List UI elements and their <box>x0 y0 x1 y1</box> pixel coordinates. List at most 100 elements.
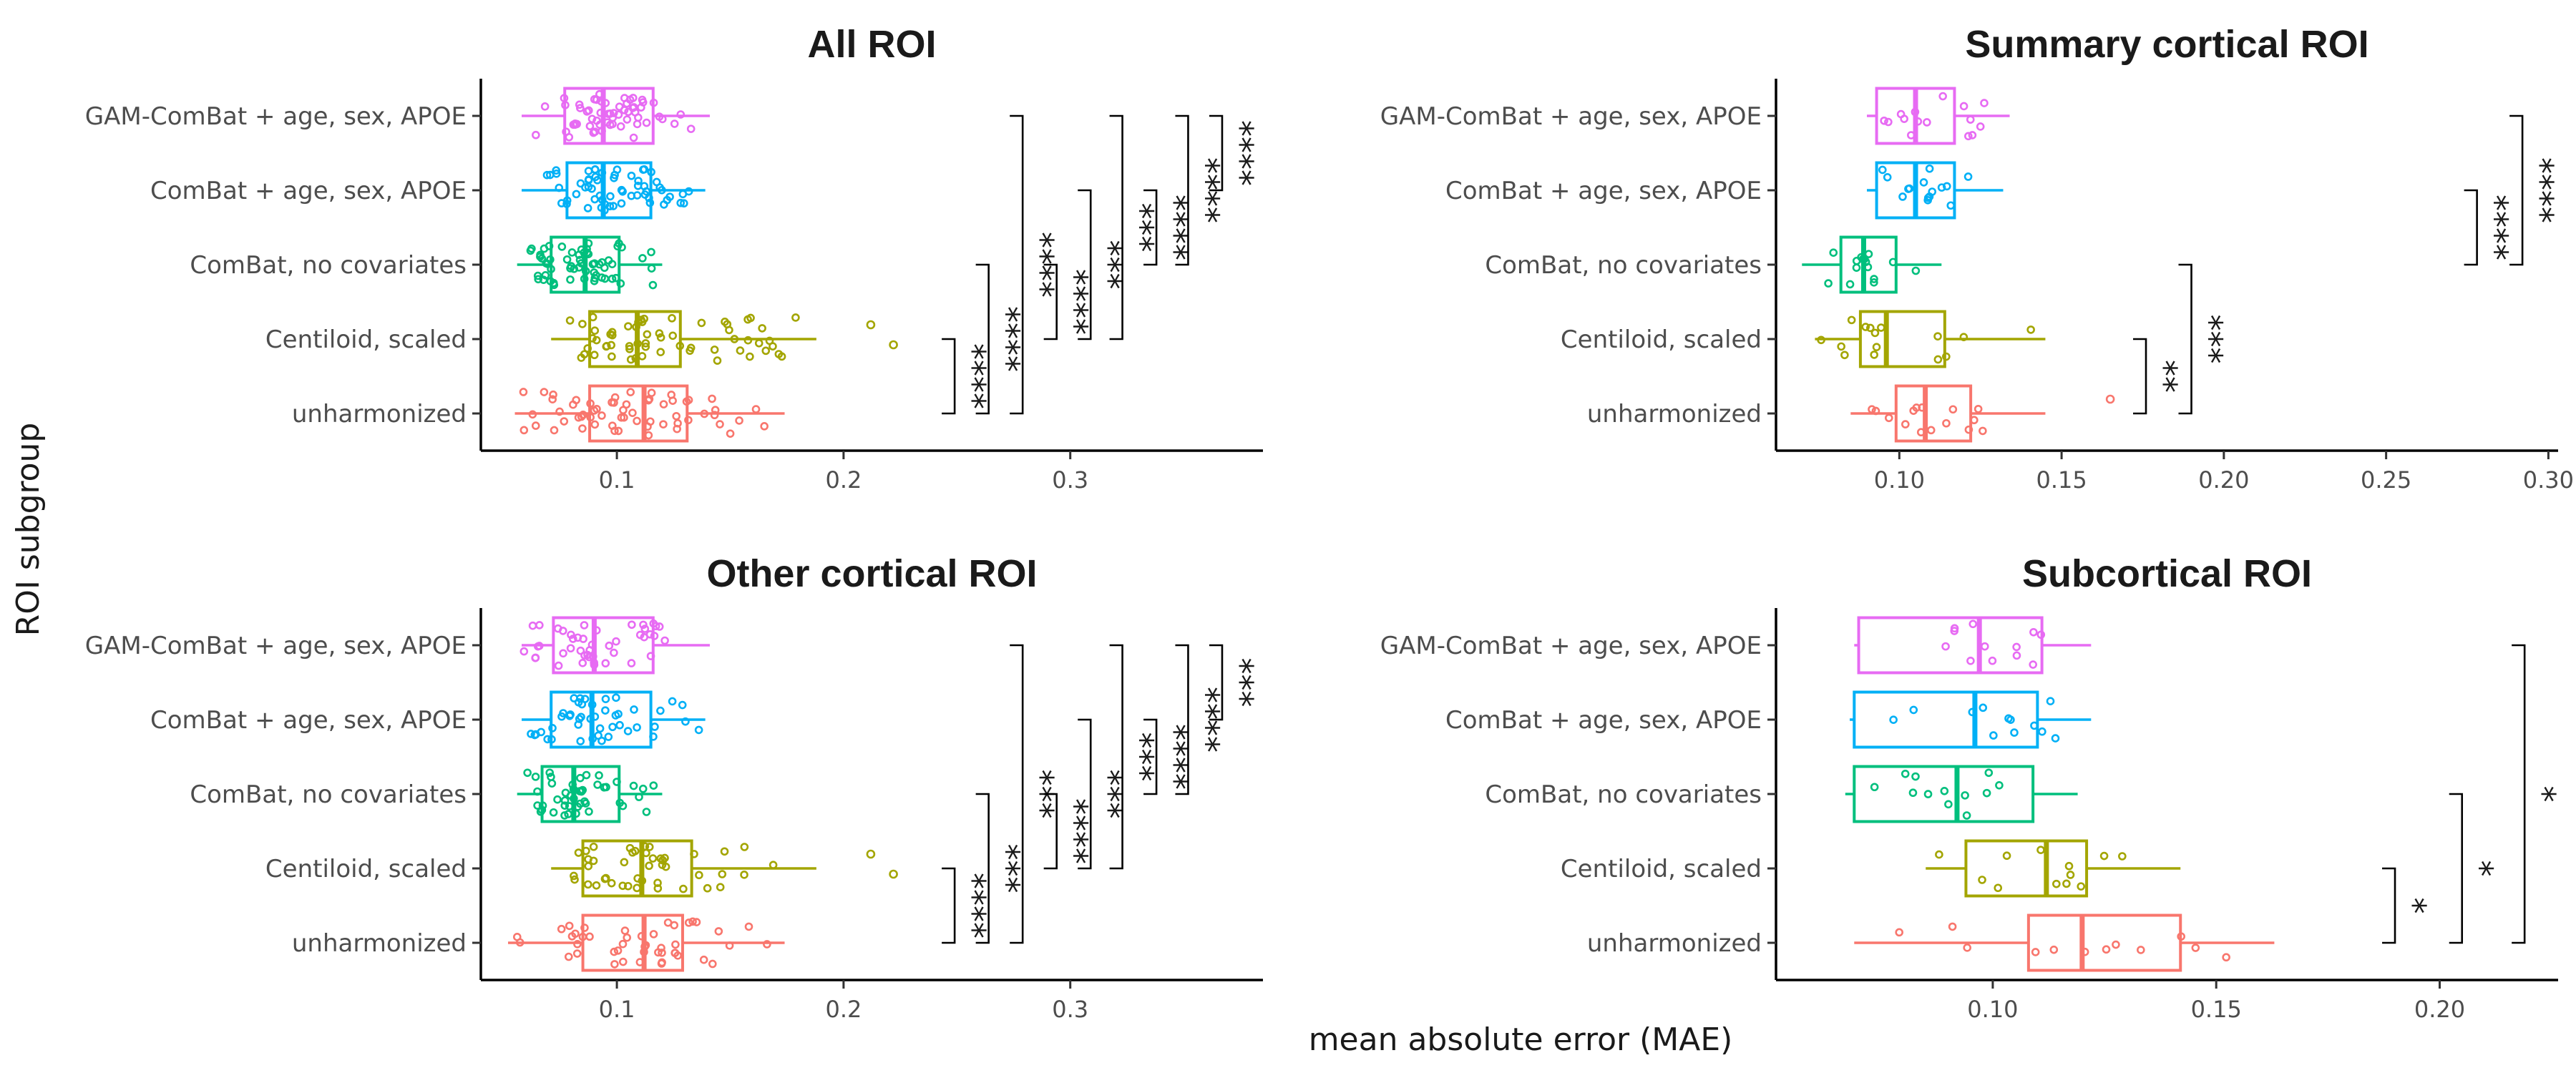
significance-bracket <box>1010 644 1024 944</box>
data-point <box>585 932 594 941</box>
panel-title: All ROI <box>807 23 936 66</box>
data-point <box>1870 275 1878 283</box>
data-point <box>616 122 625 131</box>
box <box>581 839 693 898</box>
data-point <box>607 340 615 350</box>
data-point <box>1942 352 1951 361</box>
data-point <box>608 352 616 361</box>
data-point <box>2038 727 2046 736</box>
data-point <box>601 706 610 715</box>
data-point <box>597 195 607 205</box>
data-point <box>579 411 587 419</box>
data-point <box>721 318 729 326</box>
data-point <box>557 712 566 721</box>
category-label: ComBat + age, sex, APOE <box>1445 706 1762 735</box>
data-point <box>650 722 659 731</box>
box <box>1894 384 1973 443</box>
data-point <box>641 342 650 351</box>
data-point <box>552 166 560 175</box>
data-point <box>613 946 623 955</box>
data-point <box>558 627 567 635</box>
data-point <box>681 717 690 726</box>
data-point <box>1926 426 1936 435</box>
box-group <box>551 839 898 898</box>
data-point <box>1963 944 1972 952</box>
data-point <box>1912 403 1921 412</box>
data-point <box>547 265 555 273</box>
data-point <box>1966 115 1975 124</box>
data-point <box>774 350 784 358</box>
significance-label: **** <box>954 873 992 939</box>
data-point <box>2191 944 2200 952</box>
data-point <box>649 930 658 939</box>
data-point <box>555 407 564 416</box>
data-point <box>2029 627 2038 637</box>
data-point <box>564 810 572 818</box>
outlier-point <box>866 849 876 859</box>
data-point <box>765 336 774 346</box>
data-point <box>633 723 641 732</box>
data-point <box>654 948 663 957</box>
data-point <box>584 182 593 192</box>
data-point <box>670 119 679 128</box>
data-point <box>1979 703 1988 712</box>
box <box>565 161 653 220</box>
data-point <box>619 406 628 415</box>
significance-bracket <box>1143 718 1158 795</box>
data-point <box>620 94 629 102</box>
data-point <box>1925 164 1934 173</box>
data-point <box>625 345 634 353</box>
data-point <box>1884 413 1893 423</box>
data-point <box>580 621 589 629</box>
significance-bracket <box>1143 189 1158 266</box>
data-point <box>560 94 569 102</box>
significance-bracket <box>1175 644 1189 795</box>
significance-label: *** <box>2191 315 2230 364</box>
box <box>1853 690 2039 749</box>
data-point <box>638 254 647 263</box>
data-point <box>1959 102 1968 111</box>
data-point <box>645 193 653 202</box>
data-point <box>626 355 635 364</box>
data-point <box>608 260 617 268</box>
data-point <box>2030 721 2039 730</box>
data-point <box>519 388 528 396</box>
data-point <box>583 880 592 889</box>
data-point <box>589 842 598 851</box>
x-tick-label: 0.3 <box>1052 996 1088 1023</box>
data-point <box>555 183 564 192</box>
data-point <box>574 848 583 857</box>
outlier-point <box>866 320 876 330</box>
data-point <box>633 119 642 129</box>
data-point <box>1964 425 1974 434</box>
significance-label: **** <box>2477 195 2515 260</box>
box <box>550 690 653 749</box>
data-point <box>610 947 619 956</box>
data-point <box>568 635 577 643</box>
data-point <box>557 242 567 251</box>
data-point <box>2046 697 2055 705</box>
significance-bracket <box>1043 793 1058 870</box>
box <box>1853 765 2035 823</box>
data-point <box>660 636 669 645</box>
data-point <box>605 202 615 211</box>
box-group <box>514 384 785 443</box>
x-tick-label: 0.30 <box>2523 466 2574 494</box>
data-point <box>1933 355 1943 364</box>
data-point <box>560 417 569 426</box>
category-label: ComBat, no covariates <box>1485 780 1762 809</box>
box <box>563 87 655 145</box>
significance-label: * <box>2462 861 2500 877</box>
data-point <box>634 177 643 185</box>
data-point <box>1871 406 1880 416</box>
box-group <box>1850 384 2115 443</box>
significance-label: **** <box>1056 798 1095 864</box>
data-point <box>540 102 550 111</box>
data-point <box>583 204 592 212</box>
data-point <box>1941 642 1950 651</box>
data-point <box>635 630 645 640</box>
data-point <box>761 346 771 356</box>
data-point <box>533 271 542 280</box>
category-label: unharmonized <box>292 400 467 428</box>
box-group <box>1850 690 2092 749</box>
